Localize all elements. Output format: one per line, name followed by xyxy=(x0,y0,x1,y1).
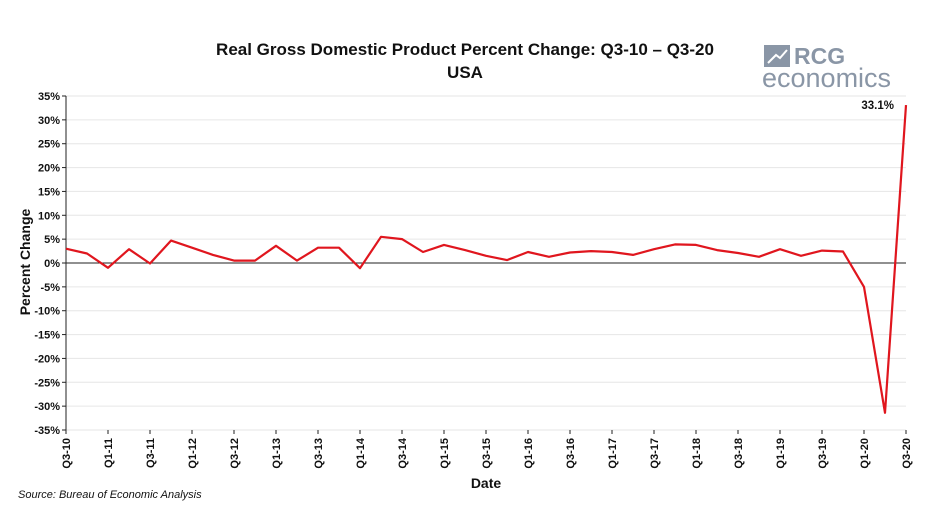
annotation-label: 33.1% xyxy=(861,100,894,112)
x-tick-label: Q1-11 xyxy=(103,438,115,468)
x-tick-label: Q3-17 xyxy=(649,438,661,469)
x-tick-label: Q3-16 xyxy=(565,438,577,469)
y-tick-label: -15% xyxy=(34,330,60,342)
y-tick-label: -25% xyxy=(34,377,60,389)
y-tick-label: -10% xyxy=(34,306,60,318)
x-tick-label: Q1-17 xyxy=(607,438,619,469)
x-tick-label: Q1-15 xyxy=(439,438,451,469)
chart-subtitle: USA xyxy=(447,63,483,82)
x-tick-label: Q1-19 xyxy=(775,438,787,469)
x-tick-label: Q1-20 xyxy=(859,438,871,469)
y-tick-label: -20% xyxy=(34,353,60,365)
x-tick-label: Q1-14 xyxy=(355,437,367,468)
y-tick-label: 30% xyxy=(38,115,60,127)
x-tick-label: Q3-14 xyxy=(397,437,409,468)
x-tick-label: Q3-19 xyxy=(817,438,829,469)
x-tick-label: Q1-13 xyxy=(271,438,283,469)
y-tick-label: 25% xyxy=(38,139,60,151)
x-tick-label: Q3-11 xyxy=(145,438,157,468)
x-tick-label: Q1-16 xyxy=(523,438,535,469)
x-tick-label: Q3-10 xyxy=(61,438,73,469)
chart-title: Real Gross Domestic Product Percent Chan… xyxy=(216,40,714,59)
y-tick-label: 10% xyxy=(38,210,60,222)
y-tick-label: 20% xyxy=(38,163,60,175)
y-tick-label: 35% xyxy=(38,91,60,103)
x-axis-ticks: Q3-10 Q1-11 Q3-11 Q1-12 Q3-12 Q1-13 Q3-13 Q1-14… xyxy=(61,430,913,469)
x-tick-label: Q3-12 xyxy=(229,438,241,469)
rcg-logo: RCG economics xyxy=(762,43,891,93)
logo-rcg-text: RCG xyxy=(794,43,845,69)
series-line xyxy=(65,105,908,414)
source-note: Source: Bureau of Economic Analysis xyxy=(18,489,202,501)
logo-economics-text: economics xyxy=(762,63,891,93)
y-axis-label: Percent Change xyxy=(17,208,33,315)
y-axis-ticks: 35% 30% 25% 20% 15% 10% 5% 0% -5% -10% -15% -20% -25… xyxy=(34,91,66,437)
y-tick-label: 0% xyxy=(44,258,60,270)
y-tick-label: -5% xyxy=(40,282,60,294)
y-tick-label: 5% xyxy=(44,234,60,246)
x-tick-label: Q1-18 xyxy=(691,438,703,469)
x-axis-label: Date xyxy=(471,475,502,491)
y-tick-label: 15% xyxy=(38,186,60,198)
x-tick-label: Q3-18 xyxy=(733,438,745,469)
x-tick-label: Q3-20 xyxy=(901,438,913,469)
y-tick-label: -30% xyxy=(34,401,60,413)
x-tick-label: Q1-12 xyxy=(187,438,199,469)
logo-mark-icon xyxy=(764,45,790,67)
y-tick-label: -35% xyxy=(34,425,60,437)
x-tick-label: Q3-15 xyxy=(481,438,493,469)
x-tick-label: Q3-13 xyxy=(313,438,325,469)
